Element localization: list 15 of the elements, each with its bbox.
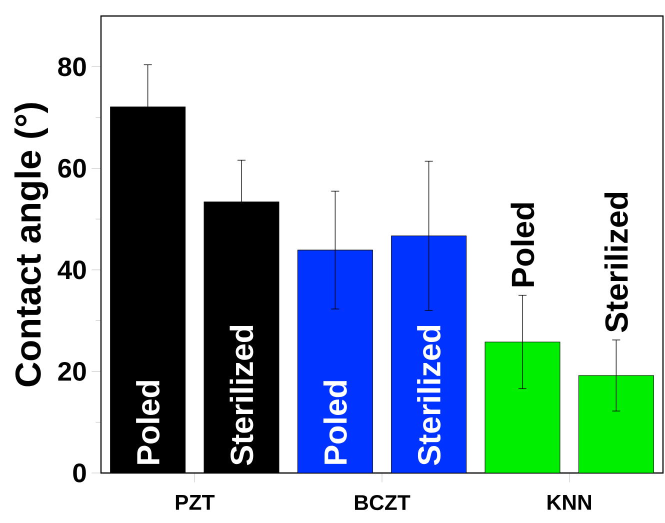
y-tick-label: 40 bbox=[58, 260, 86, 280]
x-tick-label: PZT bbox=[176, 495, 215, 510]
text: Sterilized bbox=[417, 326, 441, 466]
series-label: Sterilized bbox=[230, 326, 254, 466]
x-tick-label: BCZT bbox=[354, 495, 410, 510]
text: Sterilized bbox=[604, 192, 628, 332]
x-tick-label: KNN bbox=[548, 495, 591, 510]
y-tick-label: 0 bbox=[73, 464, 86, 482]
y-tick-label: 80 bbox=[58, 57, 86, 76]
y-tick-label: 20 bbox=[58, 362, 86, 381]
text: Poled bbox=[510, 203, 534, 286]
y-axis-title: Contact angle (°) bbox=[14, 103, 48, 386]
series-label: Poled bbox=[136, 381, 160, 464]
y-tick-label: 60 bbox=[58, 158, 86, 178]
text: Poled bbox=[323, 381, 347, 464]
